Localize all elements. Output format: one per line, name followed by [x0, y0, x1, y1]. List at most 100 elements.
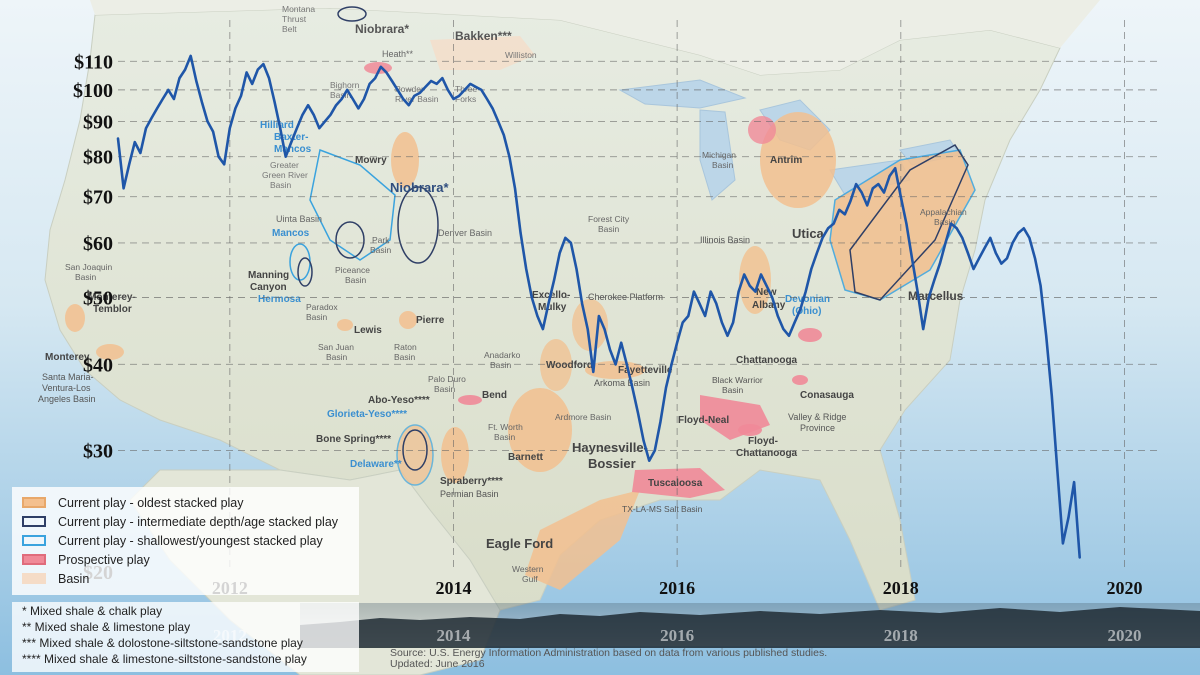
map-label: San Juan — [318, 342, 354, 352]
legend-item-prospective: Prospective play — [22, 550, 349, 569]
y-axis: $110$100$90$80$70$60$50$40$30$20 — [73, 51, 113, 584]
footnote: * Mixed shale & chalk play — [22, 604, 163, 618]
map-label: Basin — [394, 352, 416, 362]
legend: Current play - oldest stacked play Curre… — [12, 487, 359, 595]
map-label: Piceance — [335, 265, 370, 275]
map-label: Spraberry**** — [440, 476, 503, 487]
legend-item-basin: Basin — [22, 569, 349, 588]
map-label: Baxter- — [274, 132, 308, 143]
map-label: Utica — [792, 226, 825, 241]
map-label: Denver Basin — [438, 228, 492, 238]
map-label: Province — [800, 423, 835, 433]
map-label: Basin — [434, 384, 456, 394]
map-label: Arkoma Basin — [594, 378, 650, 388]
map-label: TX-LA-MS Salt Basin — [622, 504, 703, 514]
map-label: Illinois Basin — [700, 235, 750, 245]
map-label: New — [756, 287, 777, 298]
map-label: Mowry — [355, 155, 387, 166]
legend-item-shallowest: Current play - shallowest/youngest stack… — [22, 531, 349, 550]
map-label: Basin — [326, 352, 348, 362]
map-label: Tuscaloosa — [648, 478, 703, 489]
legend-label: Prospective play — [58, 552, 150, 567]
map-label: Mulky — [538, 302, 567, 313]
price-series-line — [116, 54, 1081, 559]
map-label: (Ohio) — [792, 306, 821, 317]
map-label: Haynesville- — [572, 440, 648, 455]
map-label: Belt — [282, 24, 297, 34]
y-tick-label: $70 — [83, 187, 113, 209]
map-label: Cherokee Platform — [588, 292, 663, 302]
year-band-silhouette — [300, 607, 1200, 648]
map-label: Niobrara* — [355, 22, 409, 36]
map-label: Conasauga — [800, 390, 854, 401]
footnote: *** Mixed shale & dolostone-siltstone-sa… — [22, 636, 303, 650]
y-tick-label: $30 — [83, 441, 113, 463]
map-label: Lewis — [354, 325, 382, 336]
map-label: Floyd- — [748, 436, 778, 447]
legend-label: Current play - intermediate depth/age st… — [58, 514, 339, 529]
y-tick-label: $110 — [74, 51, 113, 73]
map-label: Basin — [598, 224, 620, 234]
map-label: Gulf — [522, 574, 538, 584]
map-label: Temblor — [93, 304, 132, 315]
map-label: San Joaquin — [65, 262, 113, 272]
map-label: Hilliard — [260, 120, 294, 131]
map-label: Greater — [270, 160, 299, 170]
legend-swatch — [22, 516, 46, 527]
x-tick-label: 2016 — [659, 578, 695, 598]
footnotes: * Mixed shale & chalk play ** Mixed shal… — [12, 602, 359, 672]
map-label: Palo Duro — [428, 374, 466, 384]
shale-play-overlays — [65, 6, 976, 590]
map-label: Park — [372, 235, 390, 245]
map-label: Abo-Yeso**** — [368, 395, 430, 406]
map-label: Basin — [934, 217, 956, 227]
legend-swatch — [22, 497, 46, 508]
y-tick-label: $50 — [83, 288, 113, 310]
map-label: Basin — [712, 160, 734, 170]
map-label: Bighorn — [330, 80, 360, 90]
canada-landmass — [90, 0, 1100, 75]
y-tick-label: $90 — [83, 111, 113, 133]
map-label: Ardmore Basin — [555, 412, 611, 422]
map-label: Delaware** — [350, 459, 402, 470]
map-label: Bend — [482, 390, 507, 401]
map-label: Pierre — [416, 315, 445, 326]
legend-swatch — [22, 573, 46, 584]
map-label: Basin — [330, 90, 352, 100]
map-label: Fayetteville — [618, 365, 673, 376]
map-label: Raton — [394, 342, 417, 352]
map-label: Angeles Basin — [38, 394, 96, 404]
map-label: Monterey- — [88, 292, 136, 303]
map-label: Antrim — [770, 155, 802, 166]
source-line: Source: U.S. Energy Information Administ… — [390, 647, 828, 659]
map-label: Marcellus — [908, 289, 964, 303]
map-label: Western — [512, 564, 544, 574]
map-label: Permian Basin — [440, 489, 499, 499]
x-tick-label-echo: 2020 — [1107, 626, 1141, 645]
footnote: ** Mixed shale & limestone play — [22, 620, 191, 634]
x-tick-label-echo: 2014 — [436, 626, 471, 645]
x-tick-label-echo: 2018 — [884, 626, 918, 645]
map-label: Michigan — [702, 150, 736, 160]
map-label: Thrust — [282, 14, 307, 24]
map-label: Basin — [370, 245, 392, 255]
map-label: Glorieta-Yeso**** — [327, 409, 407, 420]
map-label: Basin — [490, 360, 512, 370]
gridlines — [118, 20, 1158, 572]
map-label: Montana — [282, 4, 315, 14]
map-label: Manning — [248, 270, 289, 281]
map-label: Ft. Worth — [488, 422, 523, 432]
x-tick-label: 2018 — [883, 578, 919, 598]
x-tick-label: 2020 — [1106, 578, 1142, 598]
x-tick-label-echo: 2016 — [660, 626, 694, 645]
map-label: Forks — [455, 94, 476, 104]
map-label: Basin — [270, 180, 292, 190]
legend-label: Current play - shallowest/youngest stack… — [58, 533, 323, 548]
map-label: Valley & Ridge — [788, 412, 846, 422]
map-label: Floyd-Neal — [678, 415, 729, 426]
map-label: Chattanooga — [736, 355, 798, 366]
map-label: Mancos — [274, 144, 312, 155]
map-label: Anadarko — [484, 350, 521, 360]
map-label: Barnett — [508, 452, 544, 463]
